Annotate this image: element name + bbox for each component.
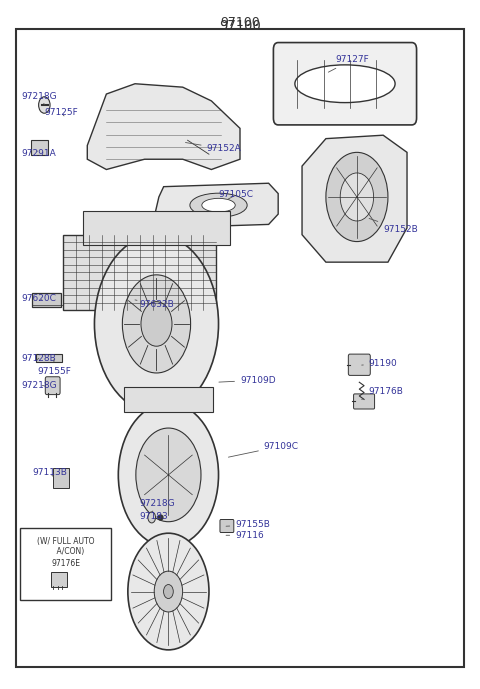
Text: 97127F: 97127F	[328, 55, 369, 72]
Text: 97109D: 97109D	[219, 376, 276, 384]
Text: 97105C: 97105C	[218, 190, 253, 199]
Text: 97100: 97100	[219, 19, 261, 32]
Text: 97291A: 97291A	[22, 150, 56, 158]
Ellipse shape	[190, 193, 247, 217]
Text: 97155B: 97155B	[226, 520, 270, 529]
Text: 97100: 97100	[220, 17, 260, 30]
FancyBboxPatch shape	[50, 573, 67, 588]
FancyBboxPatch shape	[220, 520, 234, 533]
FancyBboxPatch shape	[20, 528, 111, 600]
Circle shape	[340, 173, 373, 221]
Bar	[33, 293, 61, 307]
Text: 97620C: 97620C	[22, 294, 56, 303]
Circle shape	[164, 584, 173, 599]
Text: 97152B: 97152B	[369, 218, 418, 234]
Text: 97176B: 97176B	[362, 387, 404, 400]
Circle shape	[141, 302, 172, 346]
Text: 97176E: 97176E	[51, 559, 80, 568]
Text: 97109C: 97109C	[228, 442, 299, 457]
FancyBboxPatch shape	[16, 29, 464, 667]
Circle shape	[38, 96, 50, 113]
Ellipse shape	[295, 65, 395, 103]
FancyBboxPatch shape	[45, 377, 60, 395]
FancyBboxPatch shape	[274, 43, 417, 125]
Ellipse shape	[202, 198, 235, 212]
Text: 97125F: 97125F	[44, 108, 78, 117]
Circle shape	[148, 512, 156, 523]
Polygon shape	[302, 135, 407, 262]
Polygon shape	[154, 183, 278, 228]
Bar	[36, 354, 62, 362]
Text: (W/ FULL AUTO
    A/CON): (W/ FULL AUTO A/CON)	[37, 537, 95, 556]
Text: 97113B: 97113B	[33, 469, 67, 477]
Text: 97152A: 97152A	[185, 143, 241, 154]
Circle shape	[154, 571, 182, 612]
Circle shape	[122, 275, 191, 373]
FancyBboxPatch shape	[348, 354, 370, 376]
Polygon shape	[87, 84, 240, 169]
Text: 97218G: 97218G	[140, 500, 175, 513]
FancyBboxPatch shape	[53, 468, 69, 488]
FancyBboxPatch shape	[354, 394, 374, 409]
Text: 97183: 97183	[140, 511, 168, 521]
Text: 97632B: 97632B	[135, 300, 175, 309]
Text: 97155F: 97155F	[37, 360, 71, 376]
FancyBboxPatch shape	[32, 140, 48, 155]
Circle shape	[95, 235, 218, 413]
Circle shape	[326, 152, 388, 242]
Circle shape	[136, 428, 201, 522]
Text: 91190: 91190	[362, 359, 397, 368]
FancyBboxPatch shape	[124, 387, 213, 412]
Text: 97128B: 97128B	[22, 353, 56, 362]
Circle shape	[118, 403, 218, 547]
Text: 97116: 97116	[226, 531, 264, 539]
Text: 97218G: 97218G	[22, 92, 57, 104]
FancyBboxPatch shape	[83, 211, 230, 245]
Text: 97218G: 97218G	[22, 381, 57, 390]
Bar	[63, 235, 216, 310]
Circle shape	[128, 533, 209, 650]
